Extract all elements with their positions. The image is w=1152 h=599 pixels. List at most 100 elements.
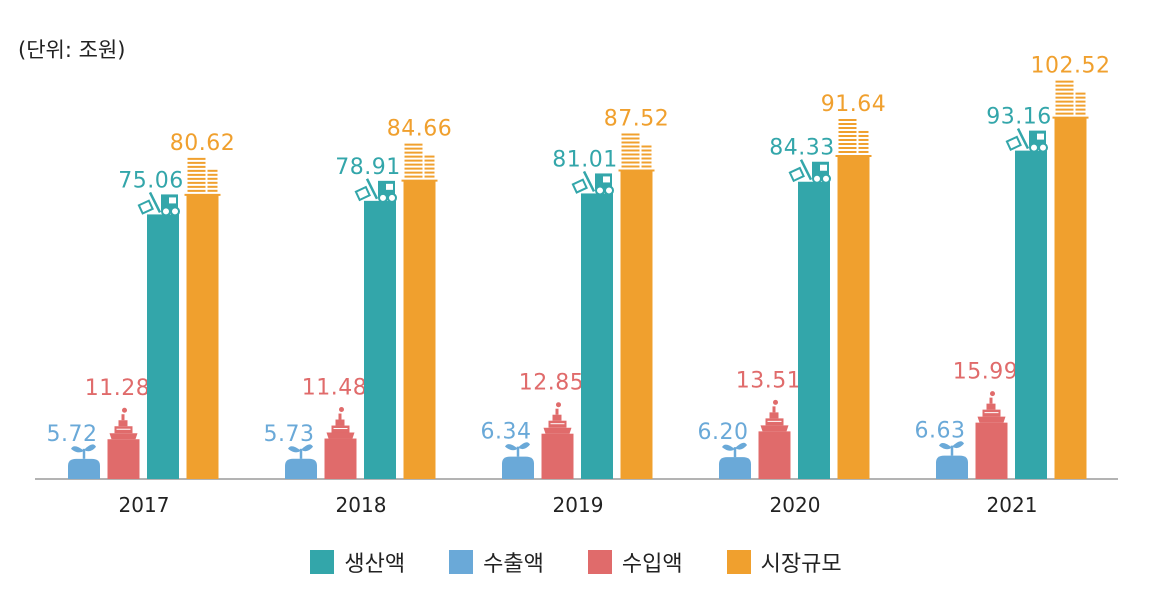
value-label-수출액-2021: 6.63 (915, 419, 966, 444)
truck-window-icon (820, 164, 827, 171)
truck-window-icon (386, 183, 393, 190)
truck-wheel-icon (821, 173, 831, 184)
value-label-수입액-2018: 11.48 (302, 376, 367, 401)
value-label-생산액-2017: 75.06 (118, 168, 183, 193)
forklift-mast-icon (1016, 128, 1030, 150)
value-label-생산액-2020: 84.33 (769, 136, 834, 161)
plant-leaf-icon (735, 442, 747, 450)
truck-window-icon (1037, 133, 1044, 140)
value-label-생산액-2019: 81.01 (552, 147, 617, 172)
truck-wheel-icon (387, 192, 397, 203)
value-label-시장규모-2017: 80.62 (170, 131, 235, 156)
truck-wheel-icon (604, 185, 614, 196)
forklift-mast-icon (365, 178, 379, 200)
ship-funnel-icon (555, 408, 559, 415)
x-tick-label-2017: 2017 (119, 493, 170, 517)
legend-label: 수출액 (483, 552, 544, 577)
forklift-mast-icon (148, 191, 162, 213)
value-label-수입액-2020: 13.51 (736, 368, 801, 393)
bar-수입액-2020 (758, 431, 791, 479)
truck-wheel-icon (1038, 142, 1048, 153)
ship-icon (543, 427, 572, 434)
truck-window-icon (603, 176, 610, 183)
truck-wheel-icon (812, 173, 822, 184)
bar-수출액-2019 (502, 456, 534, 479)
bar-시장규모-2017 (186, 194, 219, 479)
ship-smoke-icon (990, 391, 995, 397)
plant-leaf-icon (301, 444, 313, 452)
ship-smoke-icon (773, 399, 778, 405)
legend-item-수입액: 수입액 (587, 546, 683, 578)
value-label-수입액-2017: 11.28 (85, 376, 150, 401)
bar-수입액-2017 (107, 439, 140, 479)
cargo-box-icon (571, 178, 588, 194)
ship-bridge-icon (986, 403, 996, 410)
ship-bridge-icon (118, 420, 128, 427)
ship-smoke-icon (122, 407, 127, 413)
ship-funnel-icon (338, 413, 342, 420)
bar-수출액-2018 (285, 458, 317, 479)
ship-bridge-icon (552, 414, 562, 421)
bar-수출액-2017 (68, 458, 100, 479)
legend-item-시장규모: 시장규모 (726, 546, 842, 578)
plant-leaf-icon (505, 444, 518, 451)
x-tick-label-2020: 2020 (770, 493, 821, 517)
value-label-생산액-2018: 78.91 (335, 155, 400, 180)
truck-wheel-icon (1029, 142, 1039, 153)
bar-시장규모-2018 (403, 180, 436, 480)
bar-생산액-2017 (147, 214, 179, 479)
legend-label: 생산액 (344, 552, 406, 577)
legend-item-생산액: 생산액 (310, 546, 405, 578)
bar-수입액-2021 (975, 422, 1008, 479)
ship-funnel-icon (121, 414, 125, 421)
forklift-mast-icon (582, 170, 596, 192)
legend-swatch (587, 550, 612, 574)
bar-시장규모-2020 (837, 155, 870, 479)
value-label-수입액-2021: 15.99 (953, 360, 1018, 385)
legend-swatch (726, 550, 751, 574)
bar-생산액-2018 (364, 200, 396, 479)
ship-icon (977, 416, 1006, 423)
x-tick-label-2019: 2019 (553, 493, 604, 517)
value-label-수출액-2017: 5.72 (47, 422, 98, 447)
bar-생산액-2019 (581, 193, 613, 479)
cargo-box-icon (137, 199, 154, 215)
cargo-box-icon (1005, 135, 1022, 152)
plant-leaf-icon (518, 442, 530, 450)
truck-wheel-icon (170, 206, 180, 217)
bar-수입액-2019 (541, 433, 574, 479)
value-label-시장규모-2020: 91.64 (821, 92, 886, 117)
plant-leaf-icon (952, 441, 964, 449)
plant-leaf-icon (71, 446, 84, 453)
legend-item-수출액: 수출액 (449, 546, 544, 578)
value-label-수출액-2020: 6.20 (698, 420, 749, 445)
cargo-box-icon (354, 185, 371, 202)
truck-wheel-icon (161, 206, 171, 217)
cargo-box-icon (788, 166, 805, 183)
ship-bridge-icon (769, 412, 779, 419)
legend-swatch (310, 550, 335, 574)
legend-swatch (449, 550, 474, 574)
ship-smoke-icon (556, 402, 561, 408)
bar-시장규모-2019 (620, 170, 653, 479)
truck-wheel-icon (595, 185, 605, 196)
value-label-수입액-2019: 12.85 (519, 371, 584, 396)
value-label-수출액-2018: 5.73 (264, 422, 315, 447)
plant-leaf-icon (84, 444, 96, 452)
value-label-시장규모-2018: 84.66 (387, 117, 452, 142)
ship-icon (326, 432, 355, 439)
ship-funnel-icon (772, 406, 776, 413)
value-label-시장규모-2021: 102.52 (1031, 54, 1111, 79)
bar-수입액-2018 (324, 438, 357, 479)
ship-smoke-icon (339, 407, 344, 413)
legend-label: 수입액 (621, 552, 683, 577)
truck-wheel-icon (378, 192, 388, 203)
forklift-mast-icon (799, 159, 813, 181)
plant-leaf-icon (288, 446, 301, 453)
x-tick-label-2018: 2018 (336, 493, 387, 517)
legend-label: 시장규모 (760, 552, 842, 577)
ship-icon (760, 425, 789, 432)
x-tick-label-2021: 2021 (987, 493, 1038, 517)
value-label-시장규모-2019: 87.52 (604, 106, 669, 131)
bar-수출액-2021 (936, 455, 968, 479)
